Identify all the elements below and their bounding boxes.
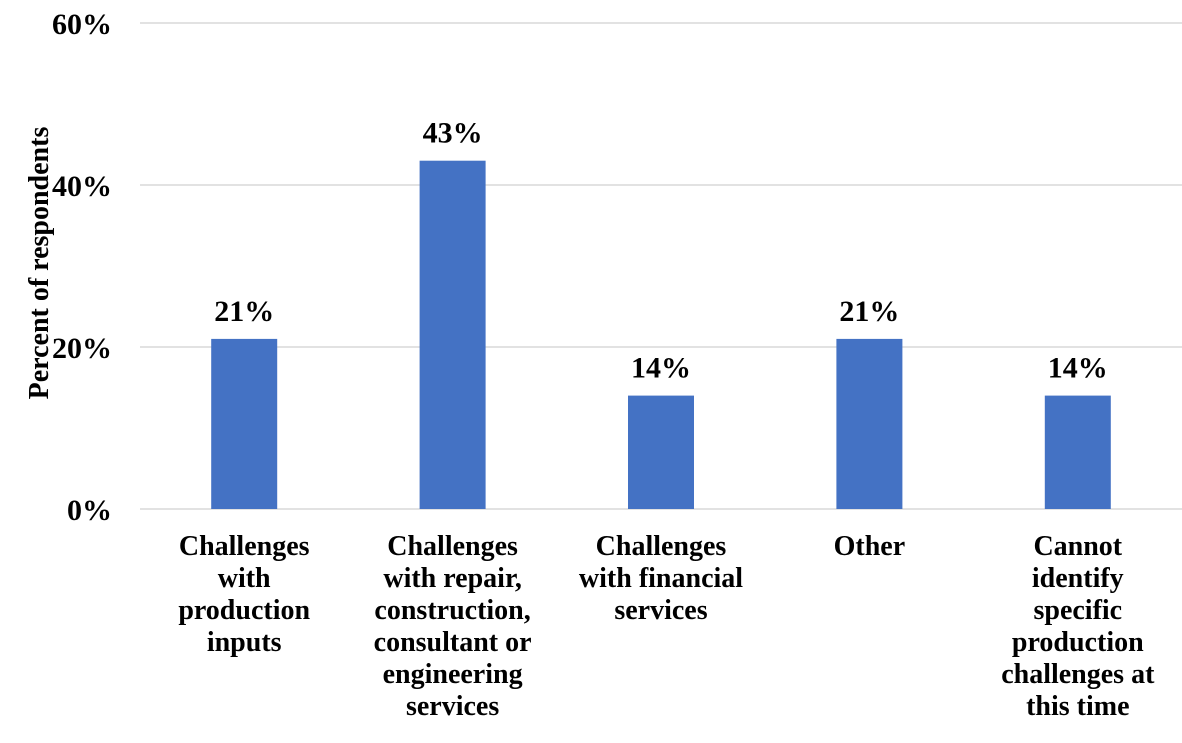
data-label: 43% <box>423 117 483 150</box>
x-axis-categories: ChallengeswithproductioninputsChallenges… <box>178 531 1155 722</box>
y-axis-ticks: 0% 20% 40% 60% <box>52 8 112 527</box>
x-category-label: with repair, <box>383 563 521 594</box>
bar <box>211 338 278 509</box>
x-category-label: with financial <box>579 563 743 594</box>
bar <box>419 160 486 509</box>
x-category-label: production <box>178 595 310 626</box>
x-category-label: production <box>1012 627 1144 658</box>
x-category-label: this time <box>1026 691 1129 722</box>
x-category-label: Challenges <box>387 531 518 562</box>
x-category-label: services <box>614 595 707 626</box>
y-tick-label: 40% <box>52 170 112 203</box>
y-axis-label: Percent of respondents <box>24 127 55 400</box>
data-label: 21% <box>839 295 899 328</box>
bar <box>628 395 694 509</box>
y-tick-label: 20% <box>52 332 112 365</box>
data-label: 14% <box>1048 352 1108 385</box>
x-category-label: consultant or <box>374 627 532 658</box>
x-category-label: engineering <box>383 659 523 690</box>
data-label: 14% <box>631 352 691 385</box>
x-category-label: Challenges <box>596 531 727 562</box>
x-category-label: identify <box>1032 563 1124 594</box>
data-label: 21% <box>214 295 274 328</box>
x-category-label: Other <box>834 531 906 562</box>
x-category-label: specific <box>1033 595 1122 626</box>
x-category-label: Cannot <box>1033 531 1122 562</box>
x-category-label: challenges at <box>1001 659 1155 690</box>
y-tick-label: 60% <box>52 8 112 41</box>
bars <box>211 160 1111 509</box>
x-category-label: inputs <box>207 627 282 658</box>
data-labels: 21% 43% 14% 21% 14% <box>214 117 1108 385</box>
x-category-label: services <box>406 691 499 722</box>
x-category-label: Challenges <box>179 531 310 562</box>
x-category-label: construction, <box>374 595 530 626</box>
bar <box>836 338 903 509</box>
x-category-label: with <box>218 563 271 594</box>
bar <box>1044 395 1111 509</box>
y-tick-label: 0% <box>67 494 112 527</box>
